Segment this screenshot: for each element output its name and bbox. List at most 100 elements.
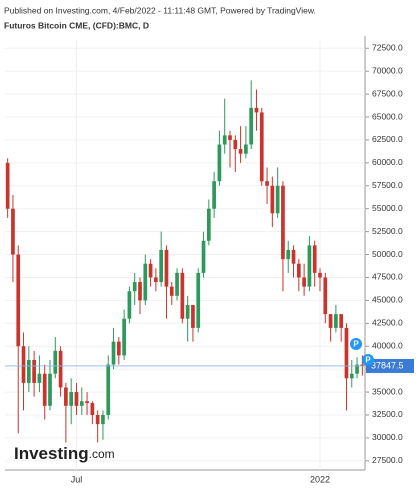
- candle-body: [291, 249, 296, 264]
- watermark-part: Investing: [14, 444, 89, 463]
- candle-body: [48, 373, 52, 406]
- candle-body: [64, 387, 68, 406]
- x-tick-label: 2022: [310, 474, 330, 484]
- marker-icon: [362, 354, 374, 366]
- candle-body: [307, 245, 312, 287]
- candle-body: [244, 144, 248, 154]
- candle-body: [164, 249, 169, 287]
- candle-body: [116, 341, 121, 356]
- candle-body: [281, 185, 285, 260]
- y-tick-label: 40000.0: [372, 340, 403, 350]
- y-tick-label: 60000.0: [372, 157, 403, 167]
- candle-body: [37, 373, 42, 383]
- candle-body: [355, 364, 359, 374]
- candle-body: [312, 245, 317, 273]
- candle-body: [259, 112, 264, 182]
- candle-body: [148, 263, 153, 278]
- candle-body: [138, 282, 142, 301]
- candle-body: [175, 272, 179, 296]
- candle-body: [154, 277, 158, 283]
- marker-icon: [350, 338, 362, 350]
- candle-body: [111, 341, 116, 365]
- candle-body: [21, 346, 26, 383]
- candle-body: [222, 135, 227, 145]
- last-price-box: [366, 358, 414, 373]
- candle-body: [217, 144, 222, 182]
- candle-body: [334, 314, 338, 328]
- candle-body: [360, 364, 365, 366]
- y-tick-label: 42500.0: [372, 318, 403, 328]
- y-tick-label: 55000.0: [372, 203, 403, 213]
- watermark: Investing.com: [14, 444, 115, 463]
- marker-label: P: [353, 340, 359, 349]
- candle-body: [74, 392, 79, 406]
- y-tick-label: 47500.0: [372, 272, 403, 282]
- candle-body: [42, 373, 47, 406]
- candle-body: [191, 304, 195, 328]
- candle-body: [106, 364, 111, 415]
- last-price-label: 37847.5: [371, 360, 404, 370]
- candle-body: [127, 291, 132, 319]
- candle-body: [233, 139, 238, 150]
- candle-body: [270, 185, 275, 214]
- candle-body: [323, 277, 328, 315]
- candle-body: [196, 272, 201, 328]
- y-tick-label: 45000.0: [372, 295, 403, 305]
- y-tick-label: 50000.0: [372, 249, 403, 259]
- candle-body: [249, 107, 254, 145]
- candle-body: [349, 373, 354, 379]
- y-tick-label: 27500.0: [372, 455, 403, 465]
- y-tick-label: 52500.0: [372, 226, 403, 236]
- candle-body: [180, 272, 185, 319]
- header: Published on Investing.com, 4/Feb/2022 -…: [4, 5, 316, 15]
- candle-body: [286, 249, 291, 260]
- y-tick-label: 62500.0: [372, 134, 403, 144]
- candle-body: [238, 149, 243, 154]
- candle-body: [95, 414, 100, 425]
- candle-body: [26, 359, 31, 383]
- candle-body: [254, 107, 259, 113]
- candle-body: [122, 318, 126, 356]
- chart-title: Futuros Bitcoin CME, (CFD):BMC, D: [4, 20, 149, 30]
- candle-body: [339, 314, 344, 328]
- y-tick-label: 57500.0: [372, 180, 403, 190]
- candle-body: [159, 249, 164, 283]
- candle-body: [275, 185, 280, 214]
- candle-body: [328, 314, 333, 328]
- candle-body: [228, 135, 232, 140]
- x-tick-label: Jul: [71, 474, 83, 484]
- candle-body: [265, 181, 269, 186]
- candle-body: [5, 162, 10, 209]
- candle-body: [344, 327, 349, 379]
- y-tick-label: 35000.0: [372, 386, 403, 396]
- marker-label: P: [365, 356, 371, 365]
- candle-body: [58, 350, 63, 388]
- y-tick-label: 30000.0: [372, 432, 403, 442]
- candle-body: [53, 350, 58, 374]
- y-tick-label: 65000.0: [372, 111, 403, 121]
- candle-body: [11, 208, 15, 255]
- candle-body: [206, 208, 211, 241]
- y-tick-label: 70000.0: [372, 65, 403, 75]
- candle-body: [101, 414, 105, 425]
- candle-body: [90, 403, 95, 415]
- y-tick-label: 72500.0: [372, 43, 403, 53]
- watermark-part: .com: [89, 447, 115, 461]
- candle-body: [85, 401, 89, 404]
- candle-body: [169, 286, 174, 296]
- y-tick-label: 67500.0: [372, 88, 403, 98]
- candle-body: [296, 263, 301, 278]
- candle-body: [318, 272, 322, 278]
- candle-body: [16, 254, 21, 347]
- candle-body: [185, 304, 190, 319]
- candle-body: [132, 282, 137, 292]
- candle-body: [69, 392, 74, 406]
- candle-body: [32, 359, 36, 383]
- candle-body: [143, 263, 148, 301]
- candle-body: [201, 240, 206, 273]
- candle-body: [212, 181, 216, 209]
- candle-body: [302, 277, 306, 287]
- y-tick-label: 32500.0: [372, 409, 403, 419]
- candle-body: [79, 401, 84, 406]
